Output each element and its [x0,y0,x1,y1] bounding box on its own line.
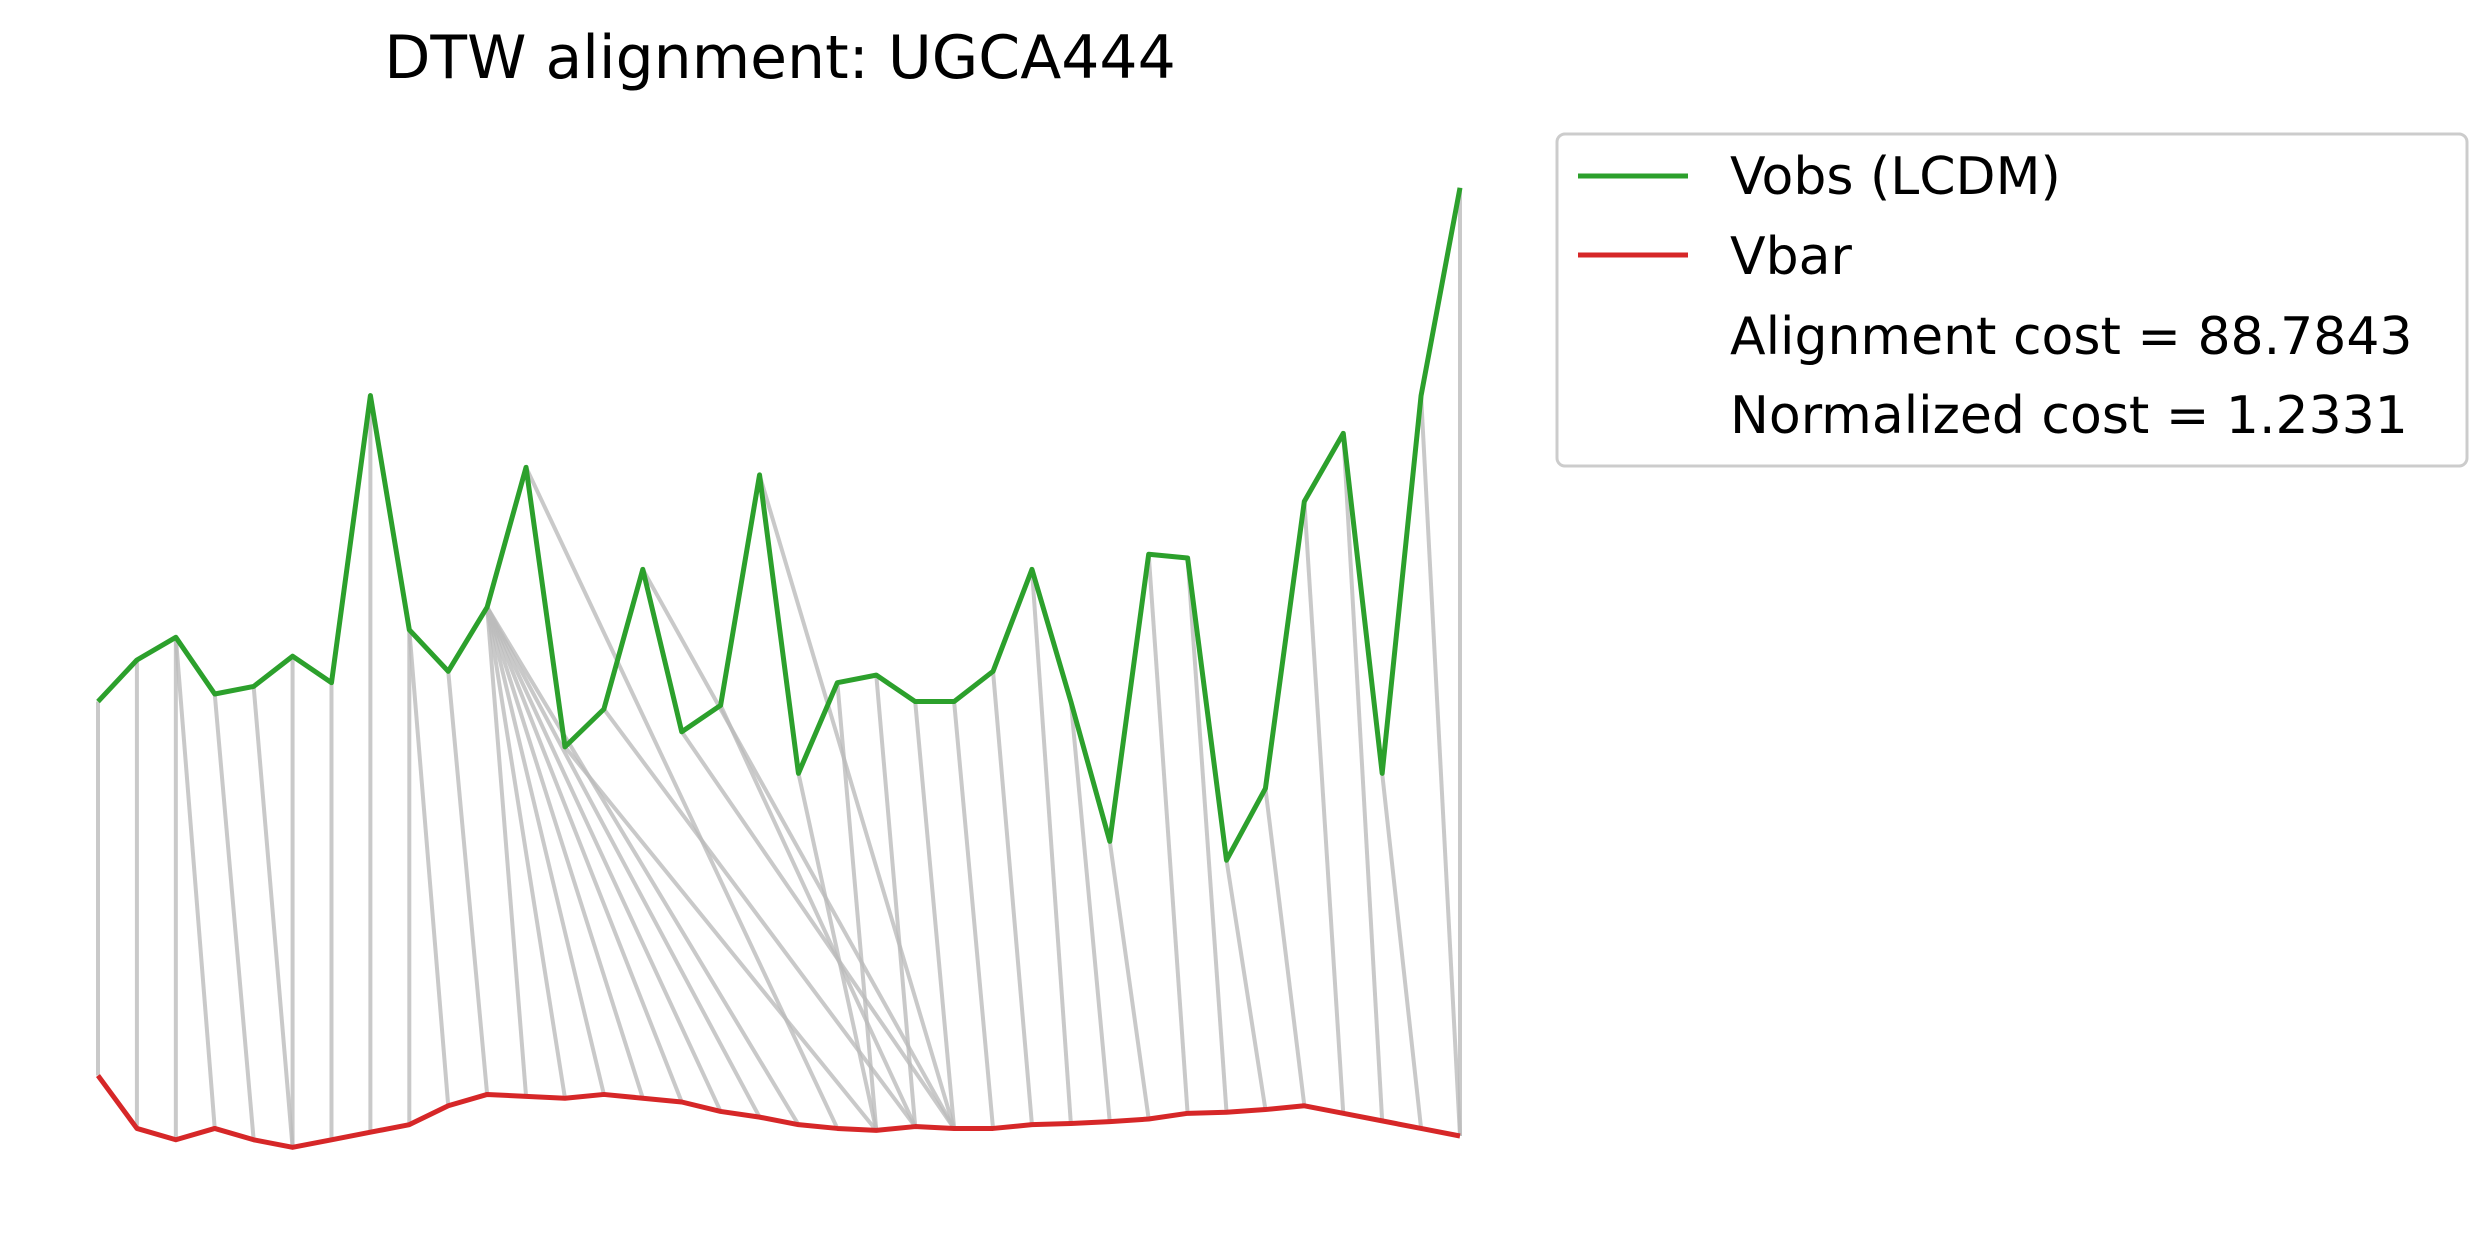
legend-vbar-label: Vbar [1730,227,1852,287]
alignment-line [485,606,684,1103]
alignment-line [796,772,879,1131]
alignment-line [485,606,723,1113]
alignment-line [1302,501,1346,1114]
alignment-line [641,568,956,1130]
alignment-line [485,606,606,1095]
alignment-line [991,671,1034,1125]
legend-normalized-cost: Normalized cost = 1.2331 [1730,386,2408,446]
alignment-line [485,606,529,1097]
alignment-line [485,606,762,1119]
alignment-line [1107,841,1151,1120]
alignment-line [952,701,996,1129]
alignment-line [757,474,957,1130]
alignment-line [1029,569,1073,1124]
alignment-line [1380,773,1424,1129]
legend-vobs-label: Vobs (LCDM) [1730,147,2061,207]
legend: Vobs (LCDM) Vbar Alignment cost = 88.784… [1555,132,2469,468]
alignment-line [563,745,878,1132]
legend-alignment-cost: Alignment cost = 88.7843 [1730,307,2413,367]
vbar-series-line [95,1074,1461,1150]
alignment-line [485,606,645,1099]
series-lines [95,187,1463,1150]
alignment-line [1185,557,1229,1113]
alignment-line [602,707,917,1128]
alignment-line [718,704,918,1128]
alignment-line [1419,395,1462,1137]
vobs-series-line [96,187,1463,863]
alignment-line [1224,859,1268,1110]
legend-box [1555,132,2469,468]
alignment-line [485,606,801,1126]
alignment-line [212,693,256,1140]
alignment-line [173,637,217,1129]
alignment-lines [96,187,1462,1148]
chart-title: DTW alignment: UGCA444 [384,23,1176,93]
alignment-line [251,686,295,1148]
alignment-line [1341,433,1385,1122]
alignment-line [446,671,490,1095]
alignment-line [913,701,957,1129]
alignment-line [1263,788,1307,1107]
alignment-line [835,682,879,1131]
alignment-line [680,730,956,1130]
alignment-line [874,674,918,1127]
alignment-line [1146,554,1190,1114]
alignment-line [485,606,567,1099]
alignment-line [1068,701,1112,1122]
alignment-line [407,629,451,1106]
